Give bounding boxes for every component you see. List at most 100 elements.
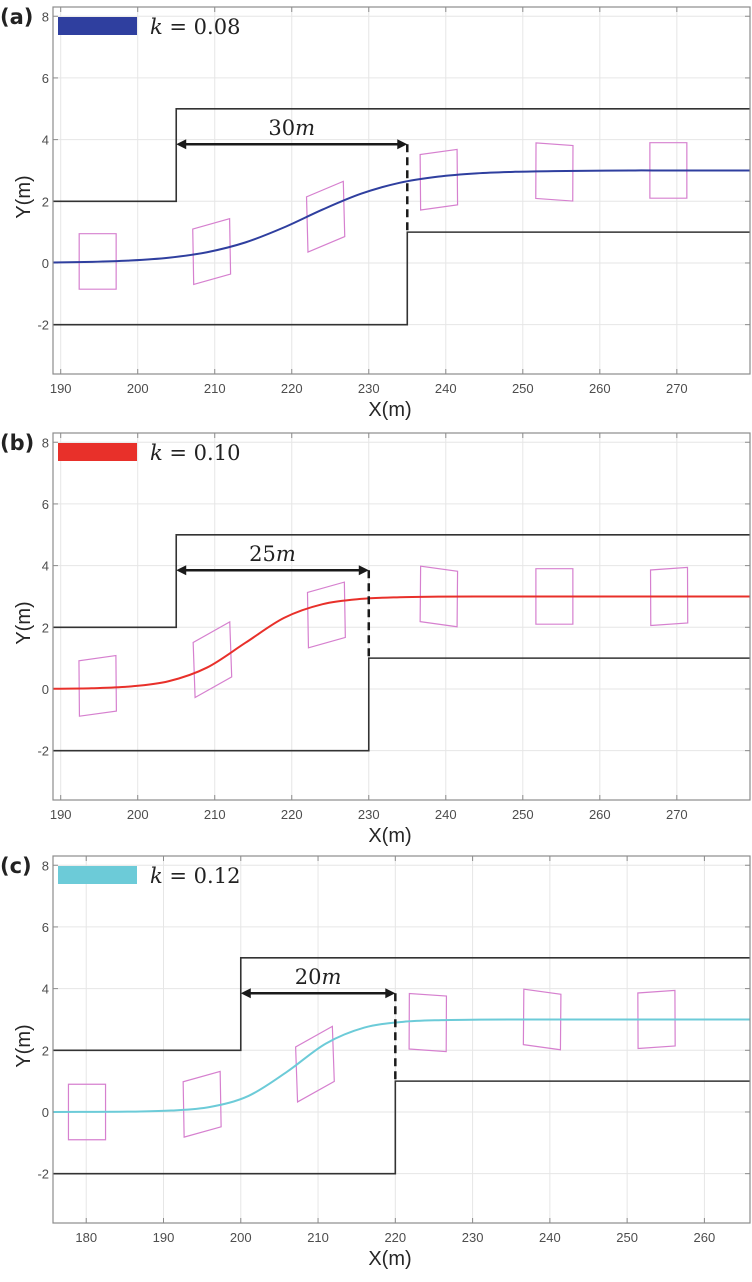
- panel-label: (b): [0, 431, 34, 455]
- dimension-label: 25m: [249, 542, 296, 566]
- axes-frame: [52, 432, 751, 801]
- x-tick-label: 240: [539, 1230, 561, 1245]
- x-tick-label: 220: [281, 381, 303, 396]
- x-tick-label: 260: [589, 807, 611, 822]
- x-tick-label: 210: [204, 381, 226, 396]
- x-tick-label: 230: [358, 807, 380, 822]
- y-tick-label: 6: [42, 71, 49, 86]
- vehicle-footprint: [192, 217, 232, 286]
- x-tick-label: 230: [358, 381, 380, 396]
- x-tick-label: 200: [127, 807, 149, 822]
- x-axis-label: X(m): [368, 1248, 411, 1270]
- panel-label: (a): [0, 5, 33, 29]
- x-tick-label: 270: [666, 807, 688, 822]
- road-lower-boundary: [53, 231, 750, 326]
- x-tick-label: 250: [512, 807, 534, 822]
- trajectory-line: [52, 169, 750, 264]
- dimension-label: 30m: [268, 116, 315, 140]
- plot-area: [53, 7, 750, 374]
- x-tick-label: 190: [153, 1230, 175, 1245]
- x-tick-label: 220: [384, 1230, 406, 1245]
- dimension-unit: m: [321, 965, 341, 989]
- y-tick-label: 6: [42, 920, 49, 935]
- x-tick-label: 270: [666, 381, 688, 396]
- x-tick-label: 190: [50, 807, 72, 822]
- y-tick-label: 2: [42, 620, 49, 635]
- vehicle-footprint: [535, 568, 574, 625]
- vehicle-footprint: [78, 654, 117, 717]
- y-tick-label: -2: [37, 1167, 49, 1182]
- x-tick-label: 230: [462, 1230, 484, 1245]
- vehicle-footprint: [192, 620, 233, 699]
- x-tick-label: 240: [435, 381, 457, 396]
- legend-symbol: k: [150, 864, 163, 888]
- x-tick-label: 250: [616, 1230, 638, 1245]
- arrowhead-left-icon: [176, 565, 187, 576]
- legend-swatch: [58, 443, 137, 461]
- arrowhead-left-icon: [176, 139, 187, 150]
- x-tick-label: 180: [75, 1230, 97, 1245]
- road-upper-boundary: [53, 107, 750, 203]
- x-tick-label: 190: [50, 381, 72, 396]
- plot-area: [53, 856, 750, 1223]
- x-tick-label: 210: [204, 807, 226, 822]
- y-tick-label: 4: [42, 559, 49, 574]
- y-tick-label: 0: [42, 1105, 49, 1120]
- plot-area: [53, 433, 750, 800]
- y-tick-label: 8: [42, 435, 49, 450]
- y-tick-label: -2: [37, 318, 49, 333]
- legend-symbol: k: [150, 441, 163, 465]
- panel-a: 190 200 210 220 230 240 250 260 270 -2 0 2 4 6 8 X(m) Y(…: [0, 5, 751, 421]
- vehicle-footprint: [408, 992, 448, 1053]
- road-upper-boundary: [53, 956, 750, 1052]
- vehicle-footprint: [419, 148, 459, 211]
- y-tick-label: 4: [42, 133, 49, 148]
- legend-value: = 0.08: [163, 15, 241, 39]
- x-tick-label: 200: [127, 381, 149, 396]
- vehicle-footprint: [305, 180, 346, 253]
- road-lower-boundary: [53, 1080, 750, 1175]
- y-axis-label: Y(m): [13, 1024, 35, 1067]
- y-tick-label: 8: [42, 9, 49, 24]
- axes-frame: [52, 855, 751, 1224]
- x-axis-label: X(m): [368, 399, 411, 421]
- axes-frame: [52, 6, 751, 375]
- x-tick-label: 260: [589, 381, 611, 396]
- dimension-value: 30: [268, 116, 295, 140]
- x-tick-label: 220: [281, 807, 303, 822]
- dimension-label: 20m: [295, 965, 342, 989]
- x-tick-label: 210: [307, 1230, 329, 1245]
- y-axis-label: Y(m): [13, 601, 35, 644]
- y-tick-label: 2: [42, 194, 49, 209]
- trajectory-line: [52, 595, 750, 690]
- panel-b: 190 200 210 220 230 240 250 260 270 -2 0 2 4 6 8 X(m) Y(…: [0, 431, 751, 847]
- legend-value: = 0.10: [163, 441, 241, 465]
- x-tick-label: 260: [694, 1230, 716, 1245]
- vehicle-footprint: [78, 233, 117, 290]
- panel-label: (c): [0, 854, 32, 878]
- arrowhead-right-icon: [385, 988, 396, 999]
- arrowhead-right-icon: [397, 139, 408, 150]
- road-upper-boundary: [53, 533, 750, 629]
- dimension-unit: m: [276, 542, 296, 566]
- x-tick-label: 200: [230, 1230, 252, 1245]
- vehicle-footprint: [522, 988, 562, 1051]
- legend-label: k = 0.12: [150, 864, 240, 888]
- x-tick-label: 240: [435, 807, 457, 822]
- y-tick-label: 6: [42, 497, 49, 512]
- vehicle-footprint: [535, 142, 574, 202]
- vehicle-footprint: [306, 581, 346, 649]
- legend-swatch: [58, 17, 137, 35]
- y-axis-label: Y(m): [13, 175, 35, 218]
- y-tick-label: 4: [42, 982, 49, 997]
- panel-c: 180 190 200 210 220 230 240 250 260 -2 0 2 4 6 8 X(m) Y(…: [0, 854, 751, 1270]
- dimension-value: 25: [249, 542, 276, 566]
- y-tick-label: 8: [42, 858, 49, 873]
- legend-label: k = 0.08: [150, 15, 240, 39]
- vehicle-footprint: [649, 566, 689, 627]
- arrowhead-right-icon: [358, 565, 369, 576]
- y-tick-label: 0: [42, 256, 49, 271]
- vehicle-footprint: [182, 1070, 222, 1138]
- legend-symbol: k: [150, 15, 163, 39]
